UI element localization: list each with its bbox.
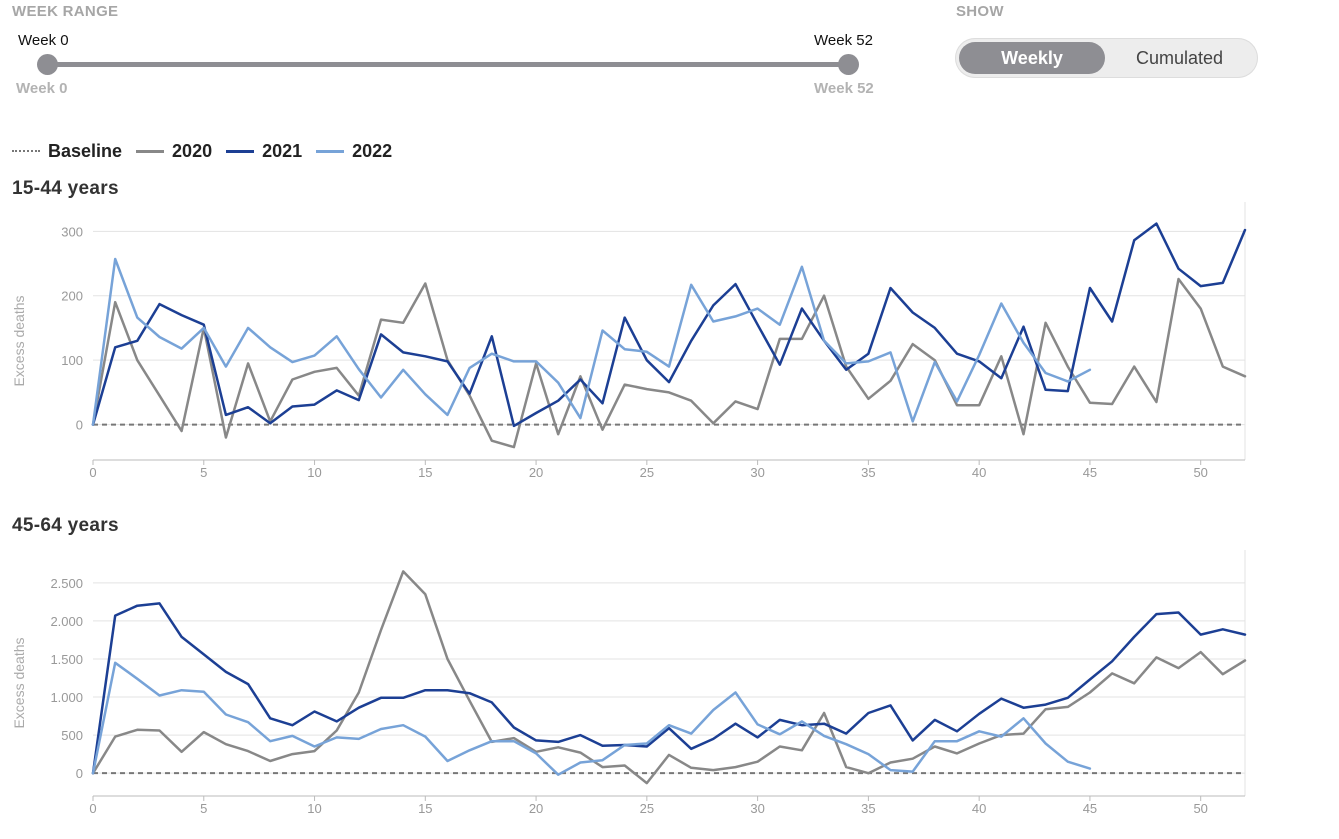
y-tick-label: 500	[61, 728, 83, 743]
x-tick-label: 45	[1083, 465, 1097, 480]
x-tick-label: 35	[861, 801, 875, 816]
chart-title-15-44: 15-44 years	[12, 178, 119, 199]
legend-item-2022[interactable]: 2022	[316, 141, 392, 162]
x-tick-label: 40	[972, 465, 986, 480]
week-range-start-handle[interactable]	[37, 54, 58, 75]
x-tick-label: 5	[200, 801, 207, 816]
x-tick-label: 10	[307, 801, 321, 816]
series-line-2020[interactable]	[91, 570, 1247, 785]
y-tick-label: 0	[76, 766, 83, 781]
y-tick-label: 200	[61, 289, 83, 304]
y-tick-label: 100	[61, 353, 83, 368]
x-tick-label: 30	[750, 801, 764, 816]
week-range-start-value: Week 0	[16, 80, 68, 97]
y-tick-label: 1.500	[50, 652, 83, 667]
y-tick-label: 2.000	[50, 614, 83, 629]
x-tick-label: 15	[418, 801, 432, 816]
x-tick-label: 50	[1193, 801, 1207, 816]
legend-label-2020: 2020	[172, 140, 213, 161]
legend-item-2021[interactable]: 2021	[226, 141, 302, 162]
week-range-start-label: Week 0	[18, 32, 69, 49]
x-tick-label: 35	[861, 465, 875, 480]
series-line-2021[interactable]	[91, 222, 1247, 428]
x-tick-label: 15	[418, 465, 432, 480]
x-tick-label: 30	[750, 465, 764, 480]
cumulated-toggle-button[interactable]: Cumulated	[1135, 48, 1224, 68]
week-range-label: WEEK RANGE	[12, 3, 119, 20]
weekly-toggle-button[interactable]: Weekly	[959, 42, 1105, 74]
x-tick-label: 20	[529, 801, 543, 816]
legend-item-baseline[interactable]: Baseline	[12, 141, 122, 162]
show-toggle: Weekly Cumulated	[955, 38, 1258, 78]
x-tick-label: 0	[89, 465, 96, 480]
y-tick-label: 0	[76, 418, 83, 433]
series-2020-swatch-icon	[136, 149, 165, 153]
series-line-2022[interactable]	[91, 661, 1092, 776]
x-tick-label: 0	[89, 801, 96, 816]
x-tick-label: 25	[640, 465, 654, 480]
show-label: SHOW	[956, 3, 1004, 20]
y-axis-label: Excess deaths	[11, 637, 27, 728]
y-axis-label: Excess deaths	[11, 295, 27, 386]
y-tick-label: 300	[61, 224, 83, 239]
series-line-2022[interactable]	[91, 257, 1092, 426]
x-tick-label: 5	[200, 465, 207, 480]
legend-item-2020[interactable]: 2020	[136, 141, 212, 162]
legend-label-baseline: Baseline	[48, 140, 123, 161]
legend-label-2021: 2021	[262, 140, 303, 161]
y-tick-label: 2.500	[50, 576, 83, 591]
x-tick-label: 45	[1083, 801, 1097, 816]
x-tick-label: 40	[972, 801, 986, 816]
legend-label-2022: 2022	[352, 140, 393, 161]
series-line-2021[interactable]	[91, 602, 1247, 775]
week-range-track[interactable]	[47, 62, 848, 67]
baseline-swatch-icon	[12, 150, 40, 152]
series-2022-swatch-icon	[316, 149, 345, 153]
y-tick-label: 1.000	[50, 690, 83, 705]
x-tick-label: 20	[529, 465, 543, 480]
week-range-end-handle[interactable]	[838, 54, 859, 75]
series-2021-swatch-icon	[226, 149, 255, 153]
x-tick-label: 50	[1193, 465, 1207, 480]
week-range-end-value: Week 52	[814, 80, 874, 97]
series-line-2020[interactable]	[91, 277, 1247, 449]
week-range-end-label: Week 52	[814, 32, 873, 49]
chart-title-45-64: 45-64 years	[12, 515, 119, 536]
chart-legend: Baseline 2020 2021 2022	[12, 140, 406, 162]
x-tick-label: 10	[307, 465, 321, 480]
x-tick-label: 25	[640, 801, 654, 816]
